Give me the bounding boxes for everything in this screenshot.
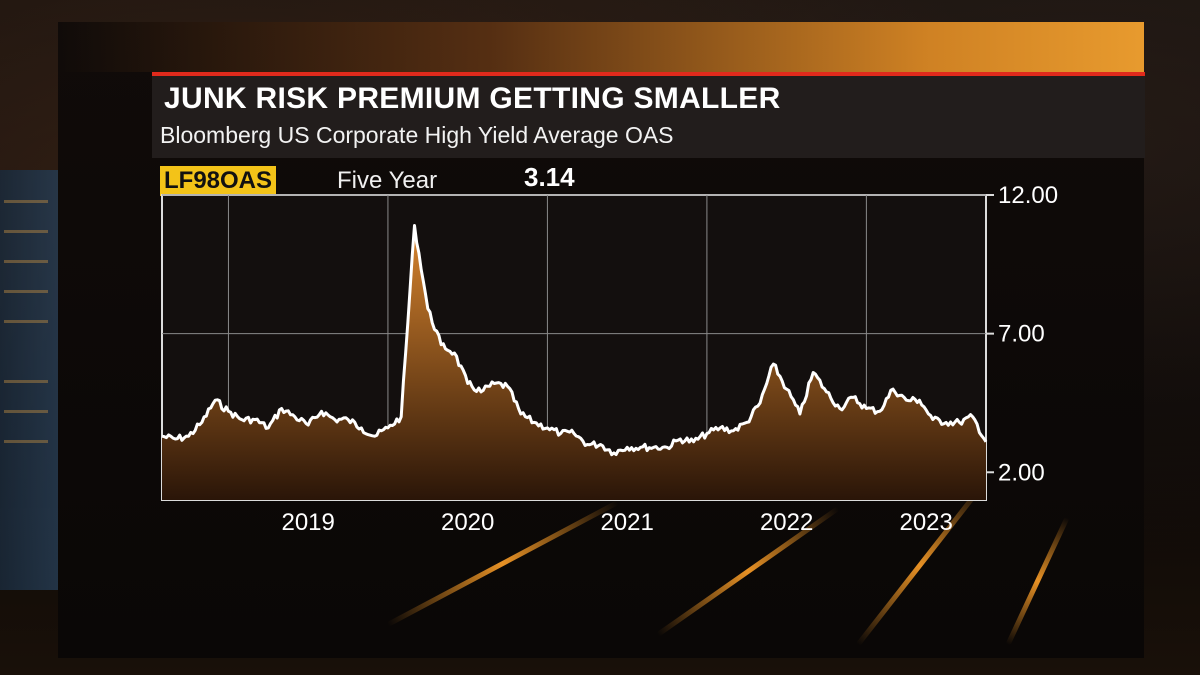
period-label: Five Year (337, 167, 438, 194)
x-tick-label: 2023 (899, 509, 952, 536)
chart-subtitle: Bloomberg US Corporate High Yield Averag… (160, 122, 674, 148)
last-value: 3.14 (524, 162, 575, 192)
top-glow (58, 22, 1144, 72)
x-tick-label: 2019 (281, 509, 334, 536)
y-tick-label: 2.00 (998, 459, 1045, 486)
x-axis: 2019 2020 2021 2022 2023 (281, 509, 952, 536)
y-tick-label: 7.00 (998, 321, 1045, 348)
chart-title: JUNK RISK PREMIUM GETTING SMALLER (164, 82, 781, 115)
y-axis: 12.00 7.00 2.00 (986, 182, 1058, 486)
series-line (161, 224, 988, 457)
background-monitor (0, 170, 58, 590)
y-tick-label: 12.00 (998, 182, 1058, 209)
series-area (162, 225, 986, 500)
x-tick-label: 2022 (760, 509, 813, 536)
x-tick-label: 2020 (441, 509, 494, 536)
x-tick-label: 2021 (600, 509, 653, 536)
title-card: JUNK RISK PREMIUM GETTING SMALLER Bloomb… (152, 72, 1145, 158)
ticker-badge: LF98OAS (160, 166, 277, 196)
